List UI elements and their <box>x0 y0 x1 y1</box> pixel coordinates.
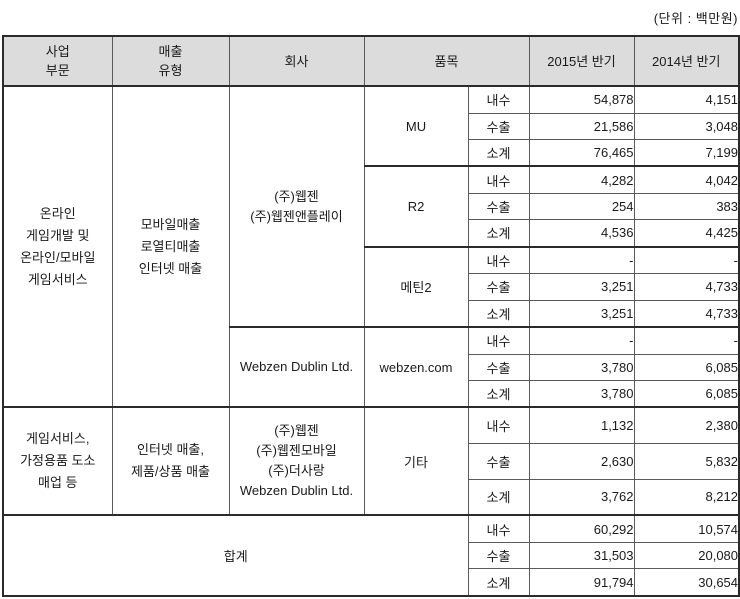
cell-channel-label: 수출 <box>467 443 530 480</box>
cell-value-2014: 5,832 <box>633 443 740 480</box>
cell-value-2014: 10,574 <box>633 514 740 543</box>
cell-channel-label: 소계 <box>467 219 530 248</box>
cell-channel-label: 내수 <box>467 514 530 543</box>
cell-value-2015: 76,465 <box>528 138 635 167</box>
table-row: 게임서비스, 가정용품 도소 매업 등 인터넷 매출, 제품/상품 매출 (주)… <box>2 406 740 516</box>
cell-value-2015: 3,762 <box>528 478 635 516</box>
table-row: 소계 76,465 7,199 <box>3 138 740 167</box>
cell-channel-label: 수출 <box>467 273 530 301</box>
cell-value-2014: 2,380 <box>633 406 740 445</box>
cell-channel-label: 수출 <box>467 112 530 140</box>
cell-item-name: webzen.com <box>363 326 469 408</box>
cell-item-name: R2 <box>363 165 469 248</box>
table-row: R2 내수 4,282 4,042 <box>3 165 740 248</box>
table-row: 수출 31,503 20,080 <box>3 541 740 570</box>
cell-value-2015: 21,586 <box>528 112 635 140</box>
table-row: 소계 4,536 4,425 <box>3 219 740 248</box>
cell-channel-label: 내수 <box>467 326 530 355</box>
cell-value-2015: 54,878 <box>528 85 635 114</box>
col-header-company: 회사 <box>228 35 365 87</box>
cell-value-2015: 254 <box>528 192 635 221</box>
cell-value-2015: 91,794 <box>528 568 635 597</box>
cell-value-2015: 2,630 <box>528 443 635 480</box>
cell-company: (주)웹젠 (주)웹젠모바일 (주)더사랑 Webzen Dublin Ltd. <box>228 406 365 516</box>
cell-channel-label: 수출 <box>467 541 530 570</box>
cell-value-2014: 4,733 <box>633 299 740 328</box>
table-row: 수출 21,586 3,048 <box>3 112 740 140</box>
cell-value-2015: 4,282 <box>528 165 635 194</box>
col-header-2015: 2015년 반기 <box>528 35 635 87</box>
cell-value-2014: 4,151 <box>633 85 740 114</box>
cell-channel-label: 내수 <box>467 245 530 275</box>
cell-total-label: 합계 <box>2 514 469 597</box>
table-row: 수출 2,630 5,832 <box>3 443 740 480</box>
cell-business-division: 온라인 게임개발 및 온라인/모바일 게임서비스 <box>2 85 113 408</box>
cell-revenue-type: 모바일매출 로열티매출 인터넷 매출 <box>111 85 230 408</box>
cell-channel-label: 수출 <box>467 353 530 381</box>
cell-value-2015: - <box>528 245 635 275</box>
cell-value-2015: 60,292 <box>528 514 635 543</box>
cell-value-2014: 4,733 <box>633 273 740 301</box>
cell-channel-label: 내수 <box>467 165 530 194</box>
cell-company: Webzen Dublin Ltd. <box>228 326 365 408</box>
col-header-item: 품목 <box>363 35 530 87</box>
cell-value-2015: 3,780 <box>528 379 635 408</box>
cell-value-2015: - <box>528 326 635 355</box>
table-row: 메틴2 내수 - - <box>3 245 740 328</box>
cell-value-2015: 3,780 <box>528 353 635 381</box>
cell-channel-label: 소계 <box>467 299 530 328</box>
cell-channel-label: 소계 <box>467 478 530 516</box>
cell-channel-label: 소계 <box>467 568 530 597</box>
col-header-2014: 2014년 반기 <box>633 35 740 87</box>
cell-value-2014: 7,199 <box>633 138 740 167</box>
cell-channel-label: 내수 <box>467 85 530 114</box>
cell-value-2014: 4,425 <box>633 219 740 248</box>
unit-label: (단위 : 백만원) <box>653 11 738 26</box>
cell-value-2015: 3,251 <box>528 273 635 301</box>
table-row: 수출 3,780 6,085 <box>3 353 740 381</box>
col-header-revenue-type: 매출 유형 <box>111 35 230 87</box>
table-row: 소계 91,794 30,654 <box>3 568 740 597</box>
cell-value-2014: 4,042 <box>633 165 740 194</box>
table-row: Webzen Dublin Ltd. webzen.com 내수 - - <box>3 326 740 408</box>
cell-channel-label: 내수 <box>467 406 530 445</box>
cell-business-division: 게임서비스, 가정용품 도소 매업 등 <box>2 406 113 516</box>
cell-value-2014: 6,085 <box>633 353 740 381</box>
cell-value-2014: - <box>633 245 740 275</box>
cell-value-2014: 20,080 <box>633 541 740 570</box>
table-row: 합계 내수 60,292 10,574 <box>2 514 740 597</box>
cell-value-2015: 1,132 <box>528 406 635 445</box>
table-row: 수출 3,251 4,733 <box>3 273 740 301</box>
cell-value-2014: 3,048 <box>633 112 740 140</box>
cell-item-name: MU <box>363 85 469 167</box>
cell-value-2015: 31,503 <box>528 541 635 570</box>
cell-value-2014: 383 <box>633 192 740 221</box>
cell-channel-label: 수출 <box>467 192 530 221</box>
cell-value-2014: 6,085 <box>633 379 740 408</box>
cell-value-2015: 3,251 <box>528 299 635 328</box>
cell-value-2014: - <box>633 326 740 355</box>
cell-value-2014: 30,654 <box>633 568 740 597</box>
table-row: 온라인 게임개발 및 온라인/모바일 게임서비스 모바일매출 로열티매출 인터넷… <box>2 85 740 408</box>
col-header-business-division: 사업 부문 <box>2 35 113 87</box>
table-row: 수출 254 383 <box>3 192 740 221</box>
cell-channel-label: 소계 <box>467 138 530 167</box>
table-row: 소계 3,762 8,212 <box>3 478 740 516</box>
cell-item-name: 기타 <box>363 406 469 516</box>
cell-item-name: 메틴2 <box>363 245 469 328</box>
header-row: 사업 부문 매출 유형 회사 품목 2015년 반기 2014년 반기 <box>2 35 740 87</box>
cell-channel-label: 소계 <box>467 379 530 408</box>
cell-company: (주)웹젠 (주)웹젠앤플레이 <box>228 85 365 328</box>
revenue-table: 사업 부문 매출 유형 회사 품목 2015년 반기 2014년 반기 온라인 … <box>2 35 740 597</box>
cell-revenue-type: 인터넷 매출, 제품/상품 매출 <box>111 406 230 516</box>
cell-value-2015: 4,536 <box>528 219 635 248</box>
cell-value-2014: 8,212 <box>633 478 740 516</box>
